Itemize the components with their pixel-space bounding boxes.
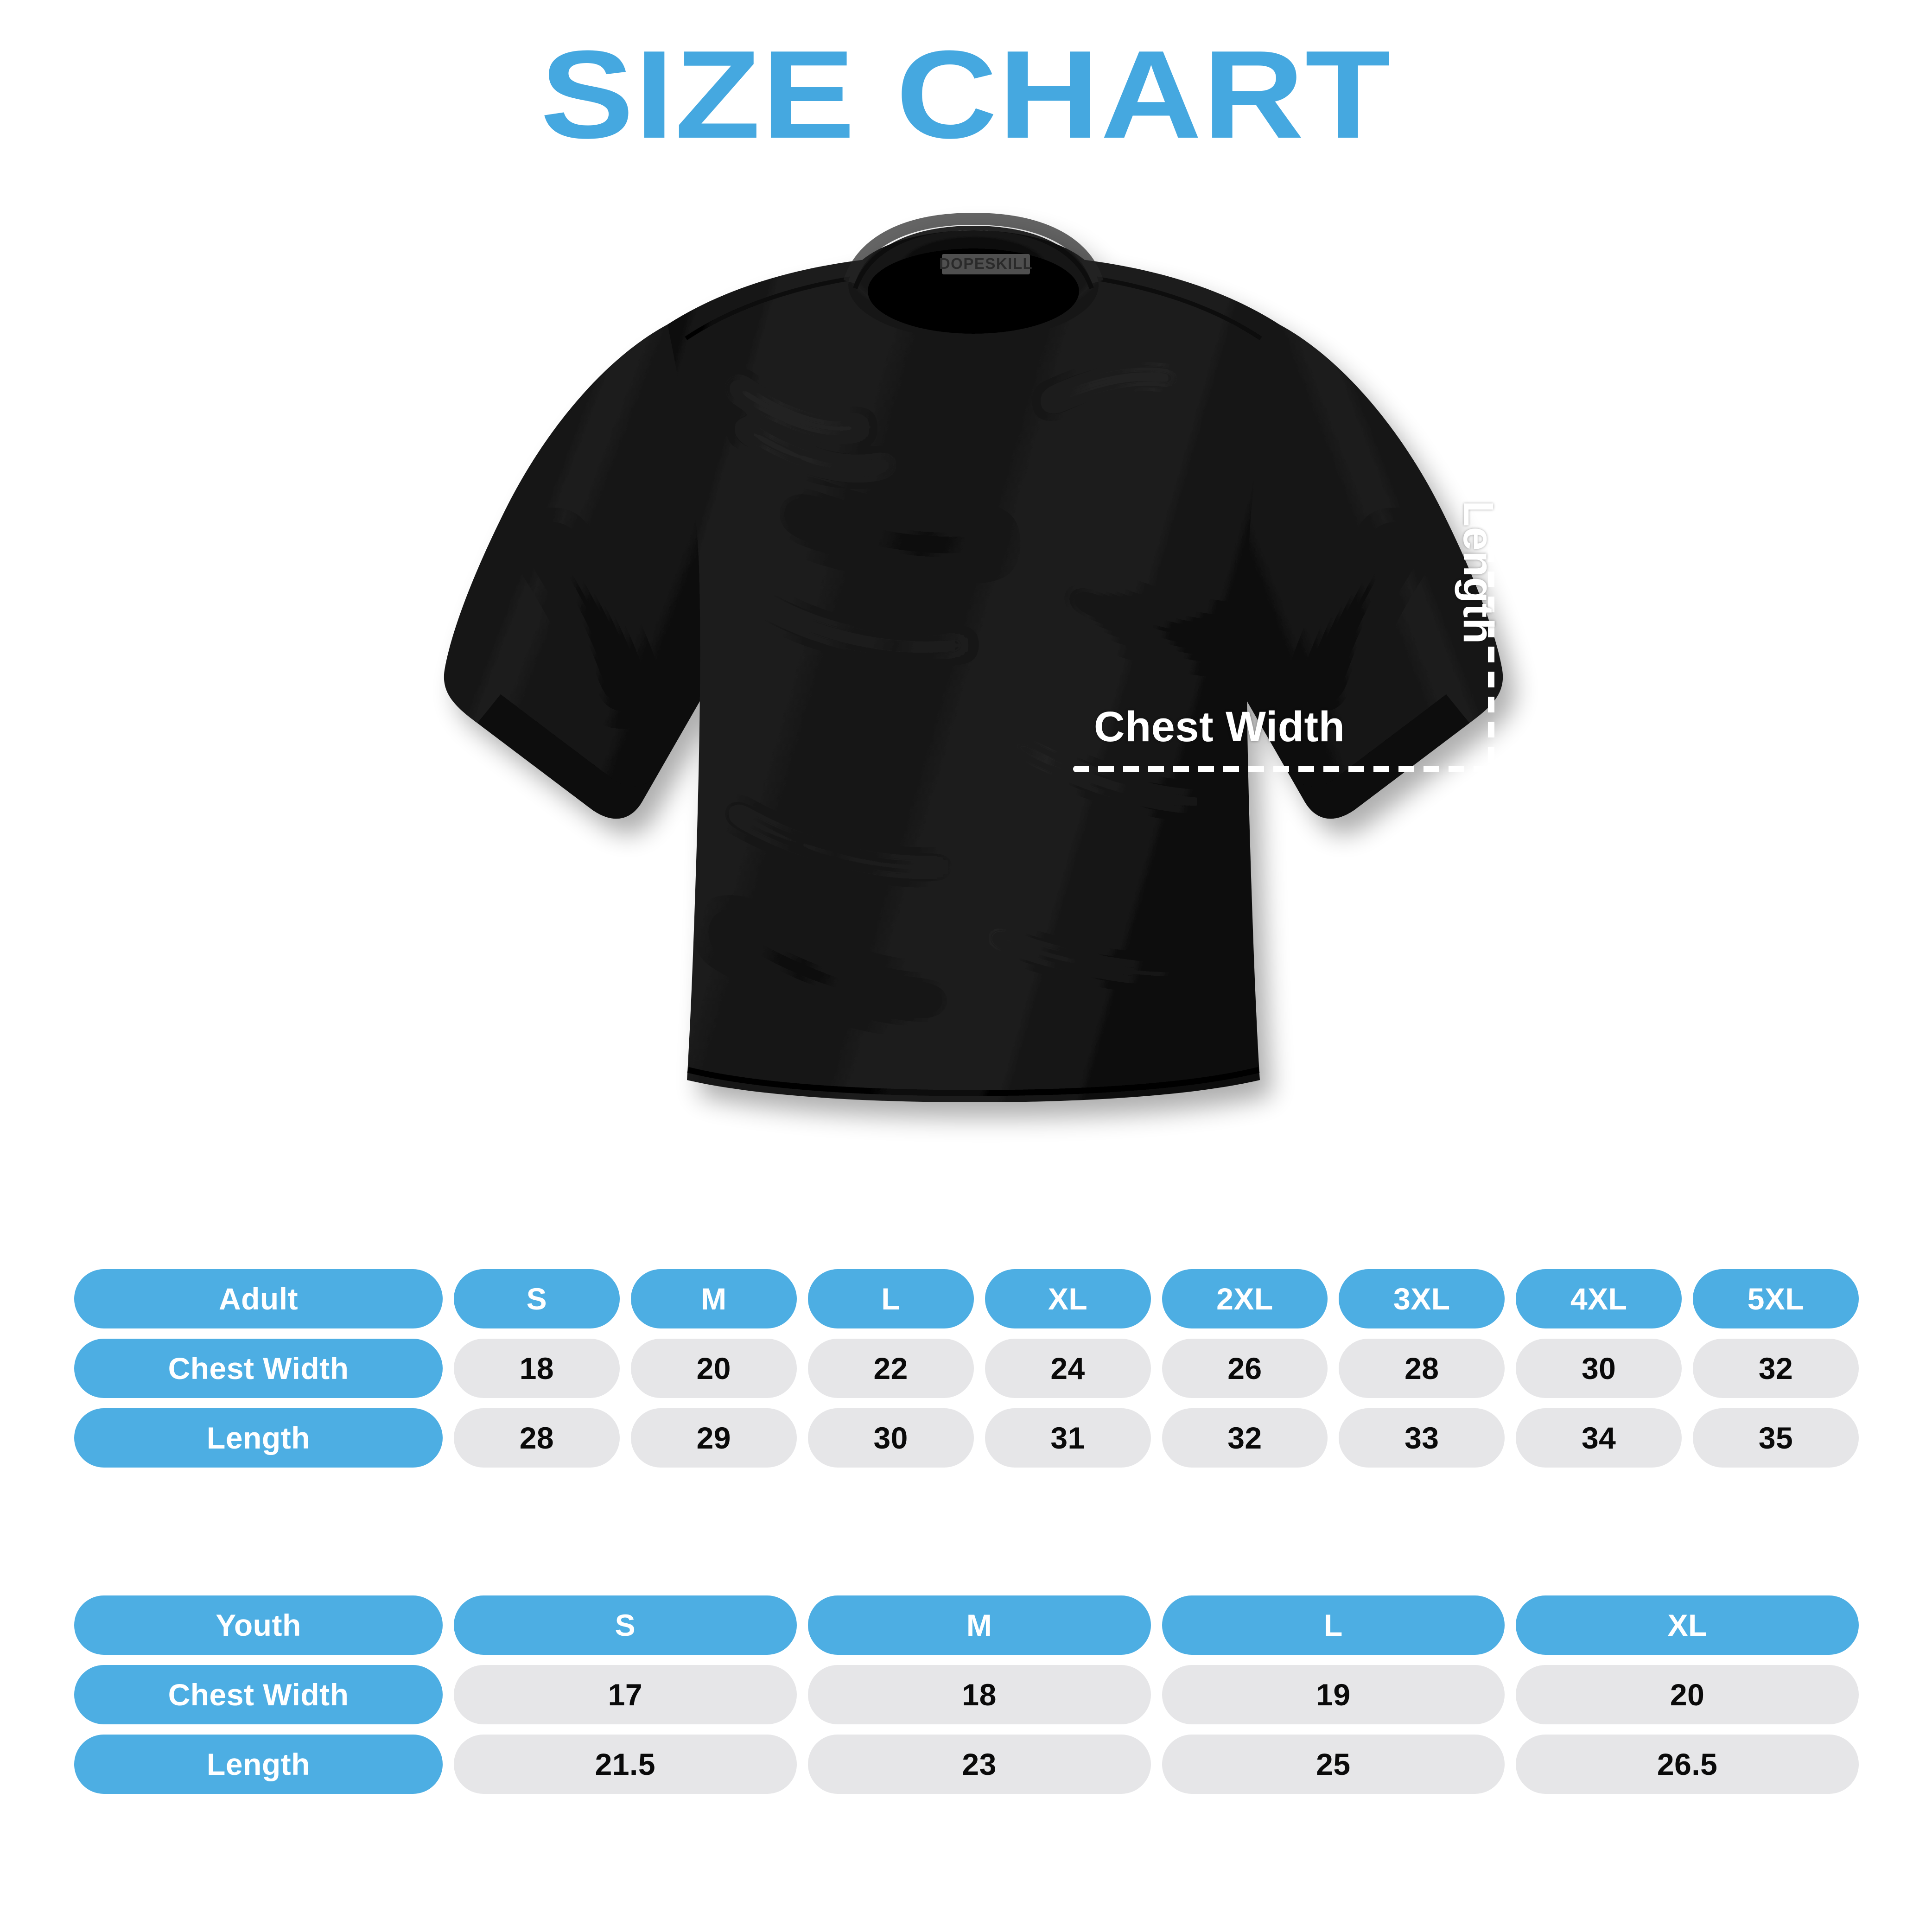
adult-chest-width-m: 20: [630, 1339, 797, 1398]
garment-diagram: DOPESKILL: [408, 185, 1671, 1344]
adult-size-5xl: 5XL: [1693, 1269, 1859, 1328]
adult-chest-width-2xl: 26: [1162, 1339, 1328, 1398]
adult-size-4xl: 4XL: [1516, 1269, 1682, 1328]
adult-size-l: L: [807, 1269, 974, 1328]
youth-length-m: 23: [807, 1735, 1151, 1794]
long-sleeve-shirt-illustration: DOPESKILL: [444, 212, 1503, 1102]
adult-length-l: 30: [807, 1408, 974, 1468]
chest-width-annotation: Chest Width: [1094, 703, 1345, 750]
neck-label-text: DOPESKILL: [939, 255, 1033, 272]
youth-header-row: Youth S M L XL: [74, 1595, 1859, 1655]
adult-chest-width-4xl: 30: [1516, 1339, 1682, 1398]
adult-chest-width-l: 22: [807, 1339, 974, 1398]
length-measure-line: [1488, 396, 1494, 1344]
length-annotation: Length: [1455, 501, 1502, 644]
youth-length-l: 25: [1162, 1735, 1505, 1794]
youth-size-table: Youth S M L XL Chest Width 17 18 19 20 L…: [74, 1595, 1859, 1794]
youth-chest-width-l: 19: [1162, 1665, 1505, 1724]
youth-table-title: Youth: [74, 1595, 443, 1655]
adult-size-m: M: [630, 1269, 797, 1328]
adult-table-title: Adult: [74, 1269, 443, 1328]
adult-length-2xl: 32: [1162, 1408, 1328, 1468]
adult-length-label: Length: [74, 1408, 443, 1468]
adult-size-table: Adult S M L XL 2XL 3XL 4XL 5XL Chest Wid…: [74, 1269, 1859, 1468]
adult-size-xl: XL: [985, 1269, 1151, 1328]
youth-size-s: S: [454, 1595, 797, 1655]
adult-chest-width-label: Chest Width: [74, 1339, 443, 1398]
adult-size-2xl: 2XL: [1162, 1269, 1328, 1328]
youth-size-m: M: [807, 1595, 1151, 1655]
adult-length-3xl: 33: [1339, 1408, 1505, 1468]
adult-chest-width-5xl: 32: [1693, 1339, 1859, 1398]
adult-length-s: 28: [454, 1408, 620, 1468]
adult-chest-width-s: 18: [454, 1339, 620, 1398]
adult-size-s: S: [454, 1269, 620, 1328]
youth-chest-width-label: Chest Width: [74, 1665, 443, 1724]
youth-chest-width-s: 17: [454, 1665, 797, 1724]
youth-length-row: Length 21.5 23 25 26.5: [74, 1735, 1859, 1794]
youth-length-s: 21.5: [454, 1735, 797, 1794]
adult-length-m: 29: [630, 1408, 797, 1468]
youth-size-l: L: [1162, 1595, 1505, 1655]
youth-length-xl: 26.5: [1516, 1735, 1859, 1794]
adult-chest-width-3xl: 28: [1339, 1339, 1505, 1398]
adult-header-row: Adult S M L XL 2XL 3XL 4XL 5XL: [74, 1269, 1859, 1328]
adult-length-5xl: 35: [1693, 1408, 1859, 1468]
youth-size-xl: XL: [1516, 1595, 1859, 1655]
adult-chest-width-row: Chest Width 18 20 22 24 26 28 30 32: [74, 1339, 1859, 1398]
adult-length-4xl: 34: [1516, 1408, 1682, 1468]
youth-length-label: Length: [74, 1735, 443, 1794]
adult-size-3xl: 3XL: [1339, 1269, 1505, 1328]
youth-chest-width-xl: 20: [1516, 1665, 1859, 1724]
chest-width-measure-line: [1073, 766, 1671, 772]
page-title: SIZE CHART: [540, 25, 1392, 165]
adult-length-row: Length 28 29 30 31 32 33 34 35: [74, 1408, 1859, 1468]
youth-chest-width-m: 18: [807, 1665, 1151, 1724]
youth-chest-width-row: Chest Width 17 18 19 20: [74, 1665, 1859, 1724]
adult-length-xl: 31: [985, 1408, 1151, 1468]
adult-chest-width-xl: 24: [985, 1339, 1151, 1398]
